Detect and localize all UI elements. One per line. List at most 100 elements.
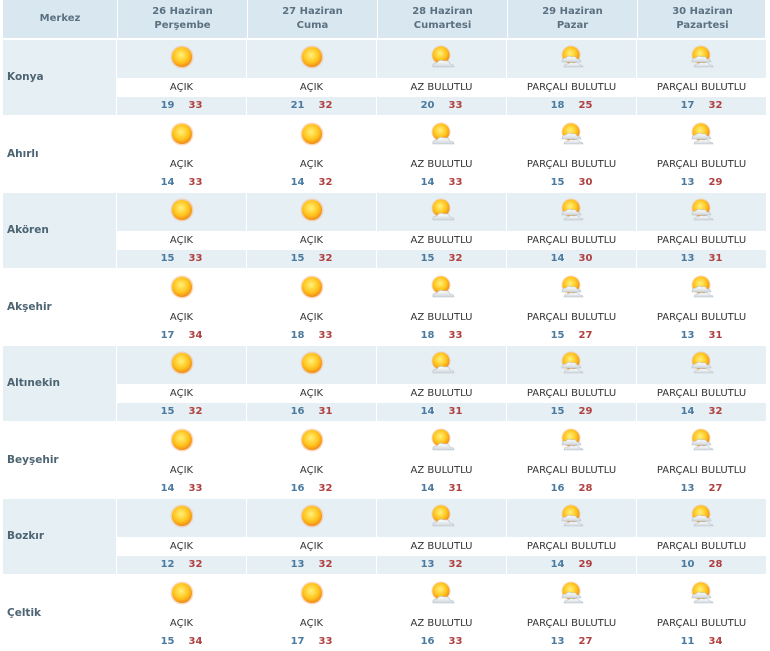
- forecast-cell: AÇIK 19 33: [117, 40, 247, 115]
- forecast-cell: AÇIK 15 33: [117, 193, 247, 268]
- table-header: Merkez 26 Haziran Perşembe 27 Haziran Cuma 2…: [3, 0, 768, 38]
- sun-icon: [169, 427, 195, 457]
- forecast-cell: AÇIK 13 32: [247, 499, 377, 574]
- low-temp: 14: [420, 406, 435, 418]
- condition-text: AZ BULUTLU: [377, 231, 506, 250]
- low-temp: 16: [290, 482, 305, 494]
- day-weekday: Pazartesi: [676, 20, 729, 31]
- forecast-cell: PARÇALI BULUTLU 10 28: [637, 499, 767, 574]
- condition-text: AÇIK: [117, 231, 246, 250]
- sun-icon: [169, 121, 195, 151]
- sun-cloud-icon: [427, 427, 457, 457]
- high-temp: 32: [448, 559, 463, 571]
- forecast-cell: AÇIK 12 32: [117, 499, 247, 574]
- high-temp: 34: [188, 329, 203, 341]
- high-temp: 33: [188, 100, 203, 112]
- low-temp: 17: [160, 329, 175, 341]
- location-name[interactable]: Konya: [3, 40, 117, 115]
- partly-cloudy-icon: [557, 197, 587, 227]
- condition-text: AZ BULUTLU: [377, 613, 506, 633]
- high-temp: 29: [578, 406, 593, 418]
- low-temp: 13: [290, 559, 305, 571]
- forecast-cell: AÇIK 15 34: [117, 575, 247, 650]
- partly-cloudy-icon: [687, 580, 717, 610]
- forecast-cell: AÇIK 14 33: [117, 116, 247, 191]
- sun-cloud-icon: [427, 44, 457, 74]
- high-temp: 31: [448, 482, 463, 494]
- high-temp: 33: [448, 100, 463, 112]
- low-temp: 14: [420, 482, 435, 494]
- condition-text: PARÇALI BULUTLU: [637, 460, 766, 480]
- location-name[interactable]: Bozkır: [3, 499, 117, 574]
- high-temp: 33: [448, 176, 463, 188]
- sun-icon: [169, 503, 195, 533]
- condition-text: PARÇALI BULUTLU: [507, 613, 636, 633]
- low-temp: 13: [680, 482, 695, 494]
- low-temp: 12: [160, 559, 175, 571]
- low-temp: 15: [550, 329, 565, 341]
- day-weekday: Cuma: [296, 20, 329, 31]
- high-temp: 32: [708, 406, 723, 418]
- condition-text: AZ BULUTLU: [377, 460, 506, 480]
- forecast-cell: AÇIK 14 33: [117, 422, 247, 497]
- location-name[interactable]: Altınekin: [3, 346, 117, 421]
- high-temp: 32: [318, 176, 333, 188]
- partly-cloudy-icon: [687, 503, 717, 533]
- condition-text: PARÇALI BULUTLU: [637, 384, 766, 403]
- sun-cloud-icon: [427, 350, 457, 380]
- low-temp: 18: [290, 329, 305, 341]
- low-temp: 14: [680, 406, 695, 418]
- partly-cloudy-icon: [557, 350, 587, 380]
- sun-icon: [169, 197, 195, 227]
- location-name[interactable]: Beyşehir: [3, 422, 117, 497]
- partly-cloudy-icon: [557, 503, 587, 533]
- low-temp: 13: [680, 253, 695, 265]
- condition-text: AÇIK: [247, 537, 376, 556]
- forecast-cell: AÇIK 14 32: [247, 116, 377, 191]
- condition-text: AÇIK: [117, 78, 246, 97]
- forecast-cell: AZ BULUTLU 14 31: [377, 422, 507, 497]
- sun-cloud-icon: [427, 580, 457, 610]
- location-name[interactable]: Ahırlı: [3, 116, 117, 191]
- partly-cloudy-icon: [687, 44, 717, 74]
- partly-cloudy-icon: [557, 121, 587, 151]
- forecast-cell: PARÇALI BULUTLU 15 29: [507, 346, 637, 421]
- condition-text: PARÇALI BULUTLU: [637, 613, 766, 633]
- low-temp: 16: [550, 482, 565, 494]
- forecast-cell: AZ BULUTLU 14 31: [377, 346, 507, 421]
- low-temp: 13: [680, 176, 695, 188]
- location-row: Konya AÇIK 19 33 AÇIK 21 32 AZ BULUTLU 20 3…: [3, 38, 767, 115]
- sun-icon: [299, 274, 325, 304]
- day-weekday: Pazar: [556, 20, 589, 31]
- condition-text: AZ BULUTLU: [377, 384, 506, 403]
- condition-text: PARÇALI BULUTLU: [507, 537, 636, 556]
- condition-text: AÇIK: [117, 613, 246, 633]
- high-temp: 32: [448, 253, 463, 265]
- low-temp: 13: [550, 635, 565, 647]
- low-temp: 15: [550, 176, 565, 188]
- location-name[interactable]: Akşehir: [3, 269, 117, 344]
- condition-text: AÇIK: [247, 307, 376, 327]
- high-temp: 31: [448, 406, 463, 418]
- location-name[interactable]: Çeltik: [3, 575, 117, 650]
- forecast-table: Merkez 26 Haziran Perşembe 27 Haziran Cuma 2…: [3, 0, 768, 650]
- sun-cloud-icon: [427, 274, 457, 304]
- day-header: 27 Haziran Cuma: [248, 0, 378, 38]
- sun-icon: [299, 580, 325, 610]
- condition-text: PARÇALI BULUTLU: [637, 154, 766, 174]
- location-name[interactable]: Akören: [3, 193, 117, 268]
- day-weekday: Perşembe: [154, 20, 211, 31]
- high-temp: 32: [318, 253, 333, 265]
- sun-icon: [169, 580, 195, 610]
- low-temp: 19: [160, 100, 175, 112]
- condition-text: PARÇALI BULUTLU: [637, 78, 766, 97]
- high-temp: 31: [708, 329, 723, 341]
- sun-icon: [299, 197, 325, 227]
- low-temp: 15: [160, 253, 175, 265]
- high-temp: 33: [318, 635, 333, 647]
- condition-text: AÇIK: [117, 460, 246, 480]
- sun-cloud-icon: [427, 503, 457, 533]
- forecast-cell: AZ BULUTLU 20 33: [377, 40, 507, 115]
- condition-text: AÇIK: [247, 460, 376, 480]
- sun-icon: [299, 121, 325, 151]
